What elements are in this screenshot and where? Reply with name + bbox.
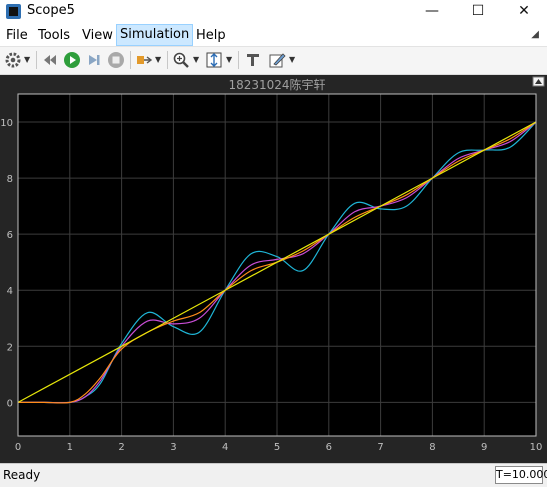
menu-file[interactable]: File	[6, 28, 28, 43]
scope-plot[interactable]: 0 1 2 3 4 5 6 7 8 9 10 0 2 4 6 8 10 18231024陈宇轩	[0, 75, 547, 463]
x-tick-label: 4	[222, 442, 228, 453]
highlight-icon[interactable]	[135, 51, 153, 69]
status-text: Ready	[3, 468, 41, 482]
x-tick-label: 2	[118, 442, 124, 453]
revert-icon[interactable]	[41, 51, 59, 69]
scope-display[interactable]: 0 1 2 3 4 5 6 7 8 9 10 0 2 4 6 8 10 18231024陈宇轩	[0, 75, 547, 463]
run-icon[interactable]	[63, 51, 81, 69]
zoom-dropdown-icon[interactable]: ▼	[193, 55, 200, 64]
toolbar-separator	[36, 51, 37, 69]
title-bar: Scope5 — ☐ ✕	[0, 0, 547, 24]
x-tick-label: 3	[170, 442, 176, 453]
toolbar: ▼ ▼ ▼ ▼ ▼	[0, 47, 547, 75]
maximize-button[interactable]: ☐	[471, 3, 485, 19]
menu-tools[interactable]: Tools	[38, 28, 71, 43]
x-tick-label: 6	[326, 442, 332, 453]
cursor-icon[interactable]	[244, 51, 262, 69]
minimize-button[interactable]: —	[425, 3, 439, 19]
series-line-3	[18, 121, 537, 404]
gear-icon[interactable]	[4, 51, 22, 69]
menu-help[interactable]: Help	[196, 28, 226, 43]
series-line-1	[18, 121, 537, 404]
edit-icon[interactable]	[268, 51, 286, 69]
axes-frame	[17, 93, 537, 437]
scope-app-icon	[6, 4, 21, 19]
toolbar-separator	[167, 51, 168, 69]
toolbar-separator	[238, 51, 239, 69]
y-tick-label: 6	[7, 230, 13, 241]
simulation-time: T=10.000	[495, 466, 547, 484]
highlight-dropdown-icon[interactable]: ▼	[155, 55, 162, 64]
edit-dropdown-icon[interactable]: ▼	[289, 55, 296, 64]
series-line-2	[18, 121, 537, 404]
menu-view[interactable]: View	[82, 28, 113, 43]
scale-dropdown-icon[interactable]: ▼	[226, 55, 233, 64]
x-tick-label: 7	[377, 442, 383, 453]
toolbar-separator	[130, 51, 131, 69]
autoscale-toggle-icon[interactable]	[532, 76, 545, 87]
tick-labels: 0 1 2 3 4 5 6 7 8 9 10 0 2 4 6 8 10	[0, 118, 542, 453]
menu-bar: File Tools View Simulation Help ◢	[0, 24, 547, 47]
x-tick-label: 9	[481, 442, 487, 453]
menu-simulation[interactable]: Simulation	[116, 24, 194, 46]
x-tick-label: 0	[15, 442, 21, 453]
scale-icon[interactable]	[205, 51, 223, 69]
x-tick-label: 8	[429, 442, 435, 453]
plot-title: 18231024陈宇轩	[228, 77, 325, 92]
window-title: Scope5	[27, 3, 75, 18]
y-tick-label: 10	[0, 118, 13, 129]
stop-icon[interactable]	[107, 51, 125, 69]
menu-overflow-arrow-icon[interactable]: ◢	[531, 29, 539, 40]
y-tick-label: 8	[7, 174, 13, 185]
x-tick-label: 1	[67, 442, 73, 453]
y-tick-label: 2	[7, 342, 13, 353]
x-tick-label: 10	[530, 442, 543, 453]
close-button[interactable]: ✕	[518, 3, 530, 19]
zoom-icon[interactable]	[172, 51, 190, 69]
plot-series	[17, 121, 537, 404]
step-forward-icon[interactable]	[85, 51, 103, 69]
y-tick-label: 4	[7, 286, 13, 297]
y-tick-label: 0	[7, 398, 13, 409]
x-tick-label: 5	[274, 442, 280, 453]
series-line-0	[17, 121, 537, 403]
status-bar: Ready T=10.000	[0, 463, 547, 487]
gear-dropdown-icon[interactable]: ▼	[24, 55, 31, 64]
